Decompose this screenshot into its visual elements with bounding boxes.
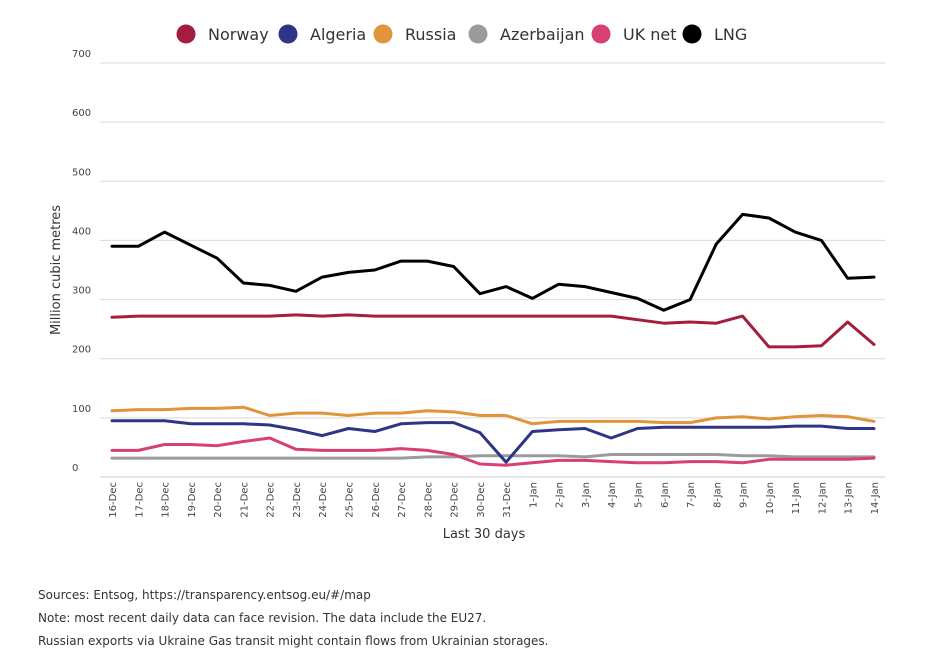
x-tick-label: 9-Jan — [739, 482, 750, 508]
x-tick-label: 1-Jan — [528, 482, 539, 508]
chart-notes: Sources: Entsog, https://transparency.en… — [38, 584, 549, 653]
series-line-azerbaijan — [110, 453, 876, 460]
legend-marker-norway — [176, 24, 196, 44]
x-tick-label: 17-Dec — [134, 482, 145, 518]
x-tick-label: 23-Dec — [292, 482, 303, 518]
y-tick-label: 700 — [72, 49, 91, 60]
legend-marker-lng — [682, 24, 702, 44]
x-tick-label: 7-Jan — [686, 482, 697, 508]
x-tick-label: 22-Dec — [266, 482, 277, 518]
legend-label-norway: Norway — [208, 25, 269, 44]
y-axis-label: Million cubic metres — [49, 205, 64, 335]
y-tick-label: 500 — [72, 167, 91, 178]
x-tick-label: 25-Dec — [344, 482, 355, 518]
series-line-lng — [110, 212, 876, 312]
x-tick-label: 16-Dec — [108, 482, 119, 518]
y-tick-label: 300 — [72, 286, 91, 297]
gridlines — [100, 62, 885, 478]
x-tick-label: 24-Dec — [318, 482, 329, 518]
legend-marker-russia — [373, 24, 393, 44]
series-line-algeria — [110, 419, 876, 464]
x-tick-label: 2-Jan — [555, 482, 566, 508]
line-chart: Norway Algeria Russia Azerbaijan UK net LNG 0… — [49, 24, 885, 542]
revision-note: Note: most recent daily data can face re… — [38, 611, 487, 625]
legend-label-russia: Russia — [405, 25, 456, 44]
y-tick-label: 200 — [72, 345, 91, 356]
x-tick-label: 4-Jan — [607, 482, 618, 508]
legend-marker-uk-net — [591, 24, 611, 44]
legend-label-algeria: Algeria — [310, 25, 366, 44]
series-lines — [110, 212, 876, 467]
x-tick-label: 14-Jan — [870, 482, 881, 514]
x-tick-label: 30-Dec — [476, 482, 487, 518]
y-axis-ticks: 0 100 200 300 400 500 600 700 — [72, 49, 91, 474]
x-tick-label: 12-Jan — [817, 482, 828, 514]
x-tick-label: 18-Dec — [161, 482, 172, 518]
x-tick-label: 21-Dec — [239, 482, 250, 518]
x-axis-ticks: 16-Dec 17-Dec 18-Dec 19-Dec 20-Dec 21-Dec 22-D… — [108, 482, 881, 518]
chart-legend: Norway Algeria Russia Azerbaijan UK net LNG — [176, 24, 747, 44]
x-tick-label: 10-Jan — [765, 482, 776, 514]
series-line-norway — [110, 313, 876, 349]
x-tick-label: 31-Dec — [502, 482, 513, 518]
y-tick-label: 600 — [72, 108, 91, 119]
legend-label-uk-net: UK net — [623, 25, 677, 44]
x-tick-label: 29-Dec — [450, 482, 461, 518]
russia-note: Russian exports via Ukraine Gas transit … — [38, 634, 549, 648]
x-tick-label: 11-Jan — [791, 482, 802, 514]
x-tick-label: 26-Dec — [371, 482, 382, 518]
legend-marker-azerbaijan — [468, 24, 488, 44]
x-tick-label: 13-Jan — [844, 482, 855, 514]
legend-marker-algeria — [278, 24, 298, 44]
series-line-russia — [110, 405, 876, 426]
x-tick-label: 20-Dec — [213, 482, 224, 518]
x-tick-label: 27-Dec — [397, 482, 408, 518]
series-line-uk-net — [110, 436, 876, 467]
x-tick-label: 19-Dec — [187, 482, 198, 518]
y-tick-label: 400 — [72, 226, 91, 237]
sources-note: Sources: Entsog, https://transparency.en… — [38, 588, 371, 602]
y-tick-label: 0 — [72, 463, 78, 474]
y-tick-label: 100 — [72, 404, 91, 415]
legend-label-lng: LNG — [714, 25, 747, 44]
x-tick-label: 3-Jan — [581, 482, 592, 508]
x-tick-label: 8-Jan — [712, 482, 723, 508]
x-axis-label: Last 30 days — [443, 527, 526, 542]
x-tick-label: 5-Jan — [634, 482, 645, 508]
x-tick-label: 6-Jan — [660, 482, 671, 508]
x-tick-label: 28-Dec — [423, 482, 434, 518]
legend-label-azerbaijan: Azerbaijan — [500, 25, 585, 44]
